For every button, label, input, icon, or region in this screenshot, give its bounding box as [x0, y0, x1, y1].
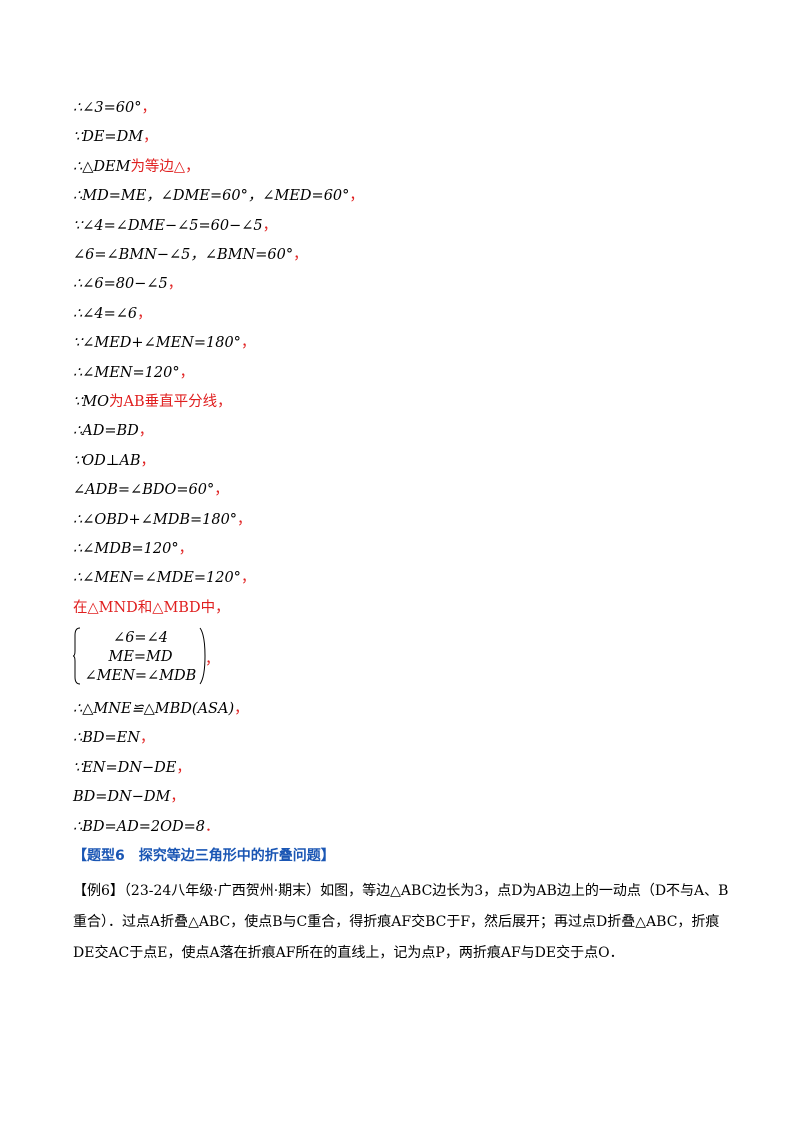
- line-math: BD=DN−DM: [73, 789, 171, 806]
- line-punct: ，: [237, 511, 252, 528]
- line-punct: ，: [234, 701, 249, 717]
- solution-line: ∴∠3=60°，: [73, 98, 156, 118]
- solution-line: ∠6=∠BMN−∠5，∠BMN=60°，: [73, 245, 308, 265]
- solution-line: ∴BD=EN，: [73, 728, 154, 748]
- solution-line: ∵DE=DM，: [73, 127, 158, 147]
- line-math: ∴BD=AD=2OD=8: [73, 818, 206, 835]
- line-punct: ，: [240, 570, 256, 587]
- line-math: ∵DE=DM: [73, 129, 144, 146]
- line-punct: ，: [293, 247, 308, 263]
- solution-line: BD=DN−DM，: [73, 787, 185, 807]
- solution-line: ∴△MNE≌△MBD(ASA)，: [73, 699, 249, 719]
- solution-line: ∴∠MEN=∠MDE=120°，: [73, 568, 255, 588]
- equation-system: ∠6=∠4 ME=MD ∠MEN=∠MDB: [73, 627, 213, 687]
- solution-line: ∵∠MED+∠MEN=180°，: [73, 333, 255, 353]
- line-punct: ，: [349, 188, 364, 205]
- line-punct: ，: [178, 541, 194, 557]
- line-note: 在△MND和△MBD中: [73, 599, 216, 616]
- line-math: ∴∠6=80−∠5: [73, 276, 168, 293]
- line-punct: ，: [138, 423, 154, 440]
- solution-line: ∴∠OBD+∠MDB=180°，: [73, 510, 252, 530]
- solution-line: ∴BD=AD=2OD=8．: [73, 817, 220, 837]
- solution-line: ∴△DEM为等边△，: [73, 157, 200, 177]
- line-math: ∴∠MEN=∠MDE=120°: [73, 570, 241, 587]
- line-punct: ，: [170, 789, 185, 806]
- solution-line: 在△MND和△MBD中，: [73, 598, 230, 618]
- left-brace-icon: [73, 627, 81, 685]
- line-math: ∴△DEM: [73, 158, 131, 175]
- solution-line: ∴∠MDB=120°，: [73, 539, 193, 559]
- line-math: ∠6=∠BMN−∠5，∠BMN=60°: [73, 247, 294, 263]
- line-punct: ，: [141, 100, 156, 116]
- line-math: ∴BD=EN: [73, 730, 140, 747]
- section-title: 【题型6 探究等边三角形中的折叠问题】: [73, 848, 335, 864]
- line-math: ∠ADB=∠BDO=60°: [73, 482, 215, 499]
- system-row-2: ME=MD: [108, 649, 173, 665]
- line-math: ∵MO: [73, 394, 109, 410]
- line-punct: ，: [185, 158, 200, 175]
- line-math: ∵OD⊥AB: [73, 452, 141, 469]
- system-row-3: ∠MEN=∠MDB: [84, 668, 197, 684]
- line-punct: ，: [137, 305, 152, 322]
- line-math: ∴MD=ME，∠DME=60°，∠MED=60°: [73, 188, 350, 205]
- line-math: ∴∠OBD+∠MDB=180°: [73, 511, 238, 528]
- solution-line: ∴MD=ME，∠DME=60°，∠MED=60°，: [73, 186, 364, 206]
- solution-line: ∴∠6=80−∠5，: [73, 274, 182, 294]
- line-math: ∴∠MEN=120°: [73, 364, 180, 381]
- solution-line: ∵EN=DN−DE，: [73, 758, 191, 778]
- line-punct: ，: [143, 129, 158, 146]
- line-punct: ，: [217, 394, 232, 410]
- line-punct: ，: [179, 364, 195, 381]
- system-punct: ，: [205, 652, 220, 668]
- line-math: ∴△MNE≌△MBD(ASA): [73, 701, 235, 717]
- line-math: ∵EN=DN−DE: [73, 759, 177, 776]
- line-note: 为等边△: [130, 158, 186, 175]
- solution-line: ∴AD=BD，: [73, 421, 153, 441]
- line-punct: ．: [205, 818, 220, 835]
- line-punct: ，: [139, 730, 155, 747]
- solution-line: ∵MO为AB垂直平分线，: [73, 392, 232, 412]
- example-text: 【例6】（23-24八年级·广西贺州·期末）如图，等边△ABC边长为3，点D为A…: [73, 883, 729, 961]
- line-punct: ，: [262, 217, 278, 234]
- line-punct: ，: [215, 599, 230, 616]
- line-note: 为AB垂直平分线: [108, 394, 218, 410]
- line-math: ∵∠MED+∠MEN=180°: [73, 335, 241, 352]
- line-math: ∴∠4=∠6: [73, 305, 138, 322]
- solution-line: ∠ADB=∠BDO=60°，: [73, 480, 229, 500]
- line-math: ∴∠3=60°: [73, 100, 142, 116]
- solution-line: ∴∠MEN=120°，: [73, 363, 194, 383]
- line-math: ∵∠4=∠DME−∠5=60−∠5: [73, 217, 263, 234]
- solution-line: ∵∠4=∠DME−∠5=60−∠5，: [73, 216, 277, 236]
- line-punct: ，: [176, 759, 191, 776]
- solution-line: ∴∠4=∠6，: [73, 304, 152, 324]
- line-punct: ，: [240, 335, 256, 352]
- line-punct: ，: [140, 452, 156, 469]
- line-math: ∴AD=BD: [73, 423, 139, 440]
- right-paren-icon: [199, 627, 206, 685]
- line-punct: ，: [214, 482, 229, 499]
- solution-line: ∵OD⊥AB，: [73, 451, 155, 471]
- line-math: ∴∠MDB=120°: [73, 541, 179, 557]
- system-row-1: ∠6=∠4: [113, 630, 168, 646]
- line-punct: ，: [167, 276, 183, 293]
